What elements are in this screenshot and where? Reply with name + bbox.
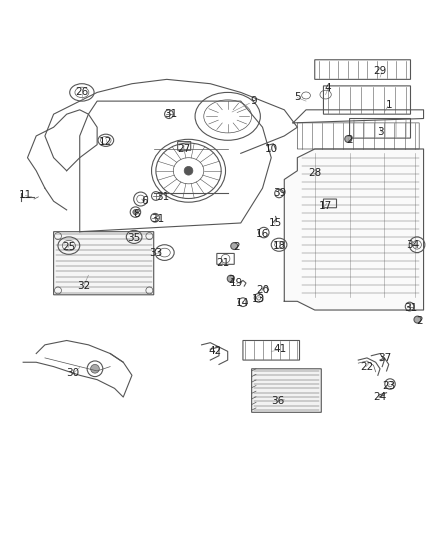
- Text: 23: 23: [382, 381, 396, 391]
- Text: 4: 4: [325, 83, 331, 93]
- Text: 22: 22: [360, 361, 374, 372]
- Text: 42: 42: [208, 346, 221, 357]
- Text: 1: 1: [385, 100, 392, 110]
- Circle shape: [184, 166, 193, 175]
- Text: 31: 31: [156, 192, 169, 202]
- Text: 2: 2: [233, 242, 240, 252]
- Text: 24: 24: [374, 392, 387, 402]
- Text: 11: 11: [19, 190, 32, 200]
- Text: 19: 19: [230, 278, 243, 288]
- Text: 6: 6: [142, 196, 148, 206]
- Circle shape: [414, 316, 421, 323]
- Text: 2: 2: [416, 316, 423, 326]
- Text: 25: 25: [62, 242, 75, 252]
- Text: 8: 8: [133, 209, 140, 219]
- Text: 2: 2: [229, 274, 235, 285]
- Text: 37: 37: [378, 353, 391, 363]
- Text: 5: 5: [294, 92, 300, 102]
- Text: 2: 2: [346, 135, 353, 146]
- Text: 14: 14: [237, 298, 250, 309]
- Text: 12: 12: [99, 138, 113, 148]
- Text: 18: 18: [273, 240, 286, 251]
- Text: 28: 28: [308, 168, 321, 178]
- Text: 31: 31: [152, 214, 165, 224]
- Text: 21: 21: [217, 258, 230, 268]
- Text: 30: 30: [67, 368, 80, 378]
- Text: 9: 9: [251, 96, 257, 106]
- Text: 39: 39: [273, 188, 286, 198]
- Text: 31: 31: [404, 303, 417, 313]
- Text: 3: 3: [377, 126, 383, 136]
- Text: 13: 13: [251, 294, 265, 304]
- Text: 29: 29: [374, 66, 387, 76]
- Text: 17: 17: [319, 200, 332, 211]
- Circle shape: [231, 243, 238, 249]
- Text: 36: 36: [271, 397, 284, 407]
- Text: 15: 15: [269, 218, 282, 228]
- Text: 16: 16: [256, 229, 269, 239]
- Polygon shape: [284, 149, 424, 310]
- Text: 35: 35: [127, 233, 141, 243]
- Text: 20: 20: [256, 286, 269, 295]
- FancyBboxPatch shape: [252, 369, 321, 413]
- Circle shape: [227, 275, 234, 282]
- Circle shape: [345, 135, 352, 142]
- Text: 10: 10: [265, 144, 278, 154]
- Circle shape: [133, 209, 138, 215]
- Circle shape: [91, 365, 99, 373]
- Text: 41: 41: [273, 344, 286, 354]
- Text: 33: 33: [149, 248, 162, 259]
- Text: 34: 34: [406, 240, 419, 250]
- Text: 31: 31: [165, 109, 178, 119]
- Text: 32: 32: [78, 281, 91, 291]
- FancyBboxPatch shape: [53, 232, 154, 295]
- Text: 26: 26: [75, 87, 88, 98]
- Text: 27: 27: [177, 144, 191, 154]
